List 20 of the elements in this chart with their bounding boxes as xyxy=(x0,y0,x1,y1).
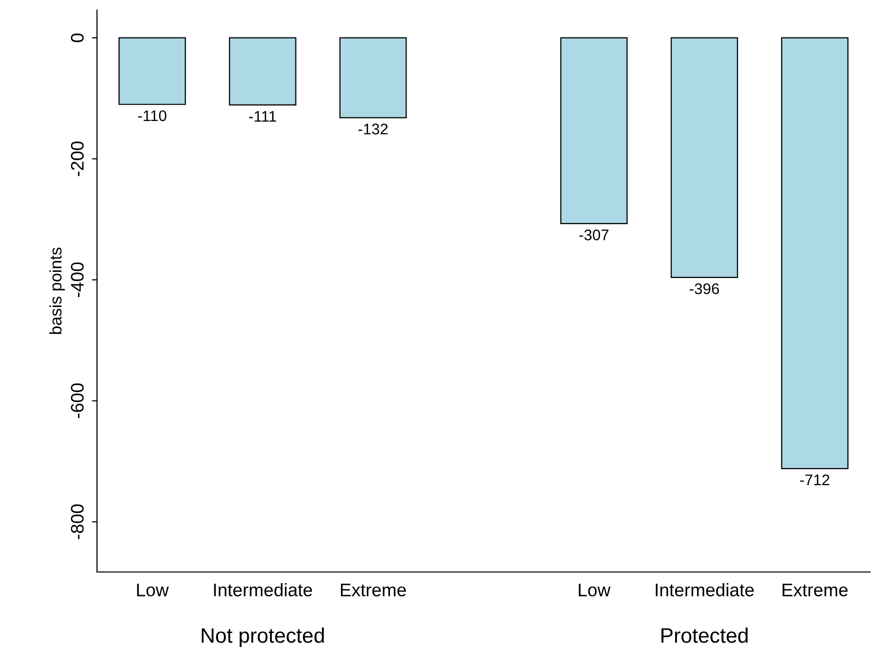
y-tick-label: 0 xyxy=(70,34,84,42)
data-label: -712 xyxy=(800,474,830,486)
y-tick-label: -800 xyxy=(70,504,84,540)
y-tick-label: -600 xyxy=(70,383,84,418)
y-tick-label: -400 xyxy=(70,262,84,298)
x-tick-label: Low xyxy=(137,584,169,596)
data-label: -111 xyxy=(249,111,276,122)
x-tick-label: Extreme xyxy=(782,584,848,596)
x-tick-label: Intermediate xyxy=(214,583,312,596)
x-tick-label: Low xyxy=(578,584,611,596)
data-label: -110 xyxy=(138,110,166,122)
text: Not protected xyxy=(202,628,324,647)
x-tick-label: Intermediate xyxy=(656,583,754,596)
y-tick-label: -200 xyxy=(70,141,84,176)
data-label: -307 xyxy=(579,230,608,240)
data-label: -396 xyxy=(690,283,719,294)
x-tick-label: Extreme xyxy=(340,584,406,596)
y-axis-title: basis points xyxy=(49,248,65,334)
text: Protected xyxy=(661,628,748,643)
data-label: -132 xyxy=(358,124,388,134)
